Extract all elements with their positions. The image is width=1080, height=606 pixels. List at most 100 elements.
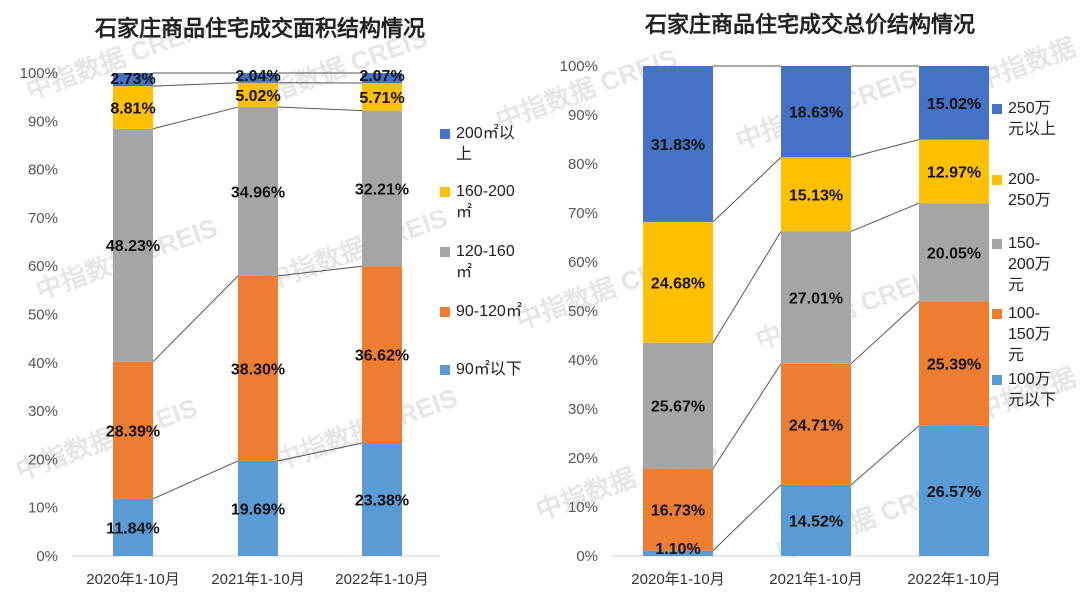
y-tick-label: 60%	[568, 254, 598, 271]
data-label: 20.05%	[927, 245, 981, 262]
x-tick-label: 2020年1-10月	[631, 571, 724, 588]
legend-label: 元以下	[1008, 392, 1056, 409]
data-label: 16.73%	[651, 503, 705, 520]
data-label: 2.04%	[235, 68, 280, 85]
chart-title: 石家庄商品住宅成交面积结构情况	[94, 16, 425, 41]
legend-swatch	[992, 175, 1002, 185]
series-line	[278, 107, 362, 111]
data-label: 15.02%	[927, 96, 981, 113]
data-label: 24.71%	[789, 417, 843, 434]
legend-label: 元	[1008, 277, 1024, 294]
y-tick-label: 20%	[568, 450, 598, 467]
data-label: 23.38%	[355, 493, 409, 510]
legend-label: 90-120㎡	[456, 302, 522, 320]
chart-1: 石家庄商品住宅成交面积结构情况 0% 10% 20% 30% 40% 50% 60% 70% 80…	[20, 16, 522, 588]
data-label: 5.71%	[359, 90, 404, 107]
legend-label: 200-	[1008, 171, 1040, 188]
y-tick-label: 50%	[28, 307, 58, 324]
data-label: 1.10%	[655, 541, 700, 558]
series-line	[851, 426, 919, 485]
data-label: 26.57%	[927, 484, 981, 501]
legend-label: 120-160	[456, 243, 515, 260]
y-tick-label: 80%	[28, 162, 58, 179]
legend-label: 250万	[1008, 100, 1051, 117]
data-label: 19.69%	[231, 501, 285, 518]
y-tick-label: 70%	[568, 205, 598, 222]
x-tick-label: 2022年1-10月	[335, 571, 428, 588]
x-tick-label: 2020年1-10月	[86, 571, 179, 588]
legend-label: 上	[456, 145, 472, 163]
data-label: 2.07%	[359, 68, 404, 85]
y-tick-label: 100%	[560, 58, 598, 75]
legend-label: 元	[1008, 347, 1024, 364]
data-label: 31.83%	[651, 137, 705, 154]
legend-label: 元以上	[1008, 120, 1056, 138]
data-label: 48.23%	[106, 238, 160, 255]
data-label: 38.30%	[231, 361, 285, 378]
data-label: 25.39%	[927, 357, 981, 374]
x-tick-label: 2022年1-10月	[907, 571, 1000, 588]
series-line	[713, 157, 781, 222]
legend-label: ㎡	[456, 203, 472, 221]
data-label: 15.13%	[789, 187, 843, 204]
legend-swatch	[440, 247, 450, 257]
data-label: 2.73%	[110, 71, 155, 88]
legend-swatch	[992, 239, 1002, 249]
y-tick-label: 10%	[28, 500, 58, 517]
data-label: 25.67%	[651, 399, 705, 416]
data-label: 24.68%	[651, 275, 705, 292]
y-tick-label: 0%	[36, 548, 58, 565]
y-tick-label: 0%	[576, 548, 598, 565]
legend-label: 250万	[1008, 192, 1051, 209]
legend-label: ㎡	[456, 263, 472, 281]
y-tick-label: 40%	[28, 355, 58, 372]
data-label: 27.01%	[789, 291, 843, 308]
y-tick-label: 80%	[568, 156, 598, 173]
data-label: 34.96%	[231, 184, 285, 201]
x-tick-label: 2021年1-10月	[211, 571, 304, 588]
data-label: 5.02%	[235, 88, 280, 105]
y-tick-label: 100%	[20, 65, 58, 82]
y-tick-label: 60%	[28, 258, 58, 275]
data-label: 14.52%	[789, 513, 843, 530]
legend-label: 90㎡以下	[456, 360, 522, 378]
chart-2: 石家庄商品住宅成交总价结构情况0%10%20%30%40%50%60%70%80…	[560, 12, 1056, 588]
y-tick-label: 30%	[568, 401, 598, 418]
series-line	[851, 203, 919, 231]
legend-label: 150-	[1008, 235, 1040, 252]
legend-label: 150万	[1008, 326, 1051, 343]
data-label: 36.62%	[355, 348, 409, 365]
series-line	[153, 107, 238, 129]
series-line	[713, 364, 781, 469]
legend-swatch	[992, 375, 1002, 385]
y-tick-label: 30%	[28, 403, 58, 420]
y-tick-label: 20%	[28, 451, 58, 468]
data-label: 18.63%	[789, 105, 843, 122]
legend-swatch	[992, 104, 1002, 114]
legend-swatch	[440, 187, 450, 197]
y-tick-label: 90%	[568, 107, 598, 124]
legend-swatch	[440, 365, 450, 375]
y-tick-label: 90%	[28, 113, 58, 130]
y-tick-label: 10%	[568, 499, 598, 516]
chart-title: 石家庄商品住宅成交总价结构情况	[644, 12, 975, 37]
x-tick-label: 2021年1-10月	[769, 571, 862, 588]
legend-label: 100-	[1008, 305, 1040, 322]
y-tick-label: 40%	[568, 352, 598, 369]
legend-label: 100万	[1008, 371, 1051, 388]
data-label: 28.39%	[106, 423, 160, 440]
series-line	[713, 485, 781, 551]
series-line	[851, 140, 919, 158]
y-tick-label: 70%	[28, 210, 58, 227]
series-line	[153, 276, 238, 362]
series-line	[153, 461, 238, 499]
legend-swatch	[440, 307, 450, 317]
legend-label: 200万	[1008, 256, 1051, 273]
legend-label: 200㎡以	[456, 124, 515, 142]
legend-label: 160-200	[456, 183, 515, 200]
data-label: 8.81%	[110, 100, 155, 117]
